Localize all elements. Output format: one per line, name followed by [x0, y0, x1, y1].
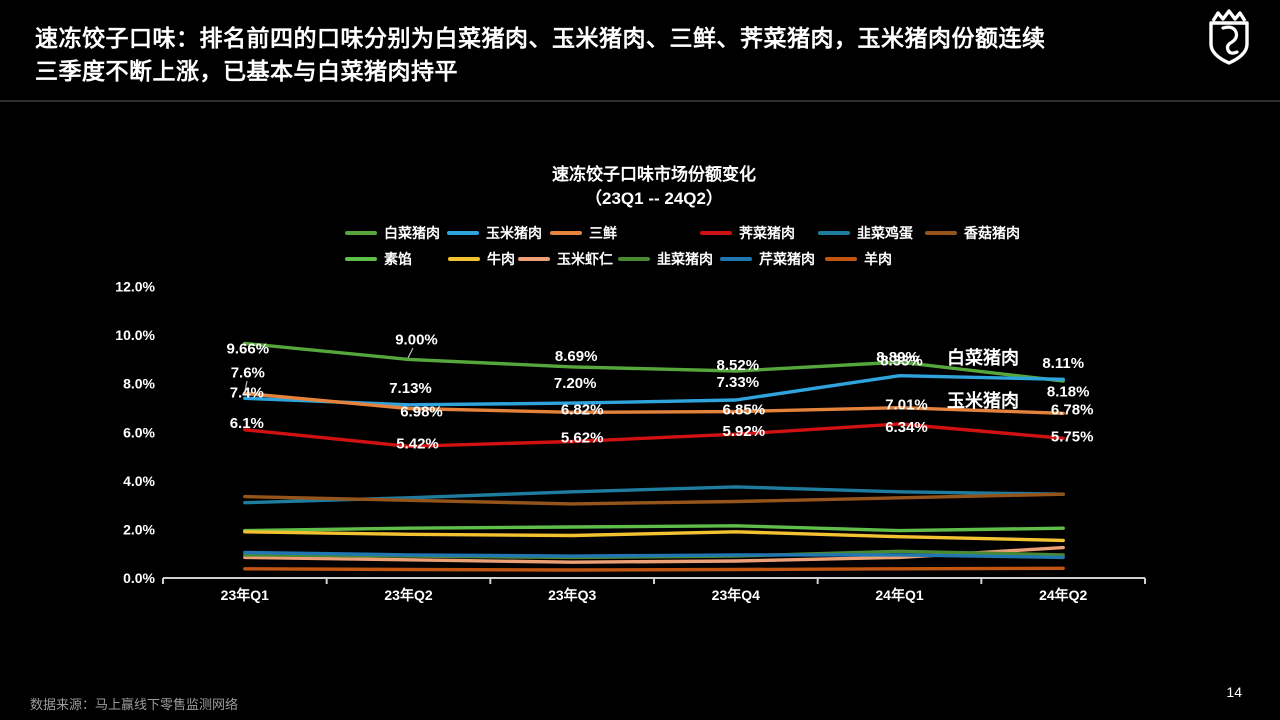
y-axis-tick-label: 8.0% [123, 376, 155, 392]
y-axis-tick-label: 4.0% [123, 473, 155, 489]
legend-label: 韭菜鸡蛋 [857, 225, 913, 241]
x-axis-category-label: 23年Q1 [221, 587, 269, 603]
legend-label: 芹菜猪肉 [759, 251, 815, 267]
x-axis-category-label: 23年Q3 [548, 587, 596, 603]
legend-swatch-icon [818, 231, 850, 235]
slide-title-line1: 速冻饺子口味：排名前四的口味分别为白菜猪肉、玉米猪肉、三鲜、荠菜猪肉，玉米猪肉份… [35, 25, 1046, 51]
legend-swatch-icon [518, 257, 550, 261]
legend-item-韭菜鸡蛋: 韭菜鸡蛋 [818, 224, 913, 242]
y-axis-tick-label: 2.0% [123, 521, 155, 537]
legend-item-牛肉: 牛肉 [448, 250, 515, 268]
label-leader-line [244, 380, 248, 392]
series-line-素馅 [243, 524, 1065, 533]
legend-label: 香菇猪肉 [964, 225, 1020, 241]
data-label-白菜猪肉: 8.69% [555, 348, 598, 365]
data-label-荠菜猪肉: 6.1% [230, 415, 264, 432]
series-line-香菇猪肉 [243, 492, 1065, 506]
series-line-羊肉 [243, 566, 1065, 572]
chart-title: 速冻饺子口味市场份额变化 [552, 165, 756, 184]
legend-item-芹菜猪肉: 芹菜猪肉 [720, 250, 815, 268]
data-label-三鲜: 7.6% [231, 364, 265, 381]
legend-item-玉米猪肉: 玉米猪肉 [447, 224, 542, 242]
data-label-荠菜猪肉: 5.92% [723, 423, 766, 440]
header-divider [0, 100, 1280, 102]
series-line-芹菜猪肉 [243, 550, 1065, 560]
chart-legend: 白菜猪肉 玉米猪肉 三鲜 荠菜猪肉 韭菜鸡蛋 香菇猪肉素馅 牛肉 玉米虾仁 韭菜猪肉 芹菜猪肉 羊肉 [0, 0, 1280, 280]
x-axis-category-label: 23年Q4 [712, 587, 760, 603]
legend-swatch-icon [618, 257, 650, 261]
series-annotation: 白菜猪肉 [947, 347, 1019, 368]
legend-item-素馅: 素馅 [345, 250, 412, 268]
legend-item-羊肉: 羊肉 [825, 250, 892, 268]
legend-item-玉米虾仁: 玉米虾仁 [518, 250, 613, 268]
data-label-荠菜猪肉: 5.75% [1051, 428, 1094, 445]
data-label-三鲜: 7.01% [885, 397, 928, 414]
data-label-白菜猪肉: 8.52% [717, 357, 760, 374]
legend-label: 素馅 [384, 251, 412, 267]
legend-swatch-icon [345, 231, 377, 235]
data-label-三鲜: 6.78% [1051, 401, 1094, 418]
data-label-玉米猪肉: 7.4% [230, 384, 264, 401]
slide-title: 速冻饺子口味：排名前四的口味分别为白菜猪肉、玉米猪肉、三鲜、荠菜猪肉，玉米猪肉份… [35, 22, 1165, 88]
legend-swatch-icon [345, 257, 377, 261]
x-axis-category-label: 24年Q2 [1039, 587, 1087, 603]
series-line-白菜猪肉 [243, 341, 1065, 383]
data-label-玉米猪肉: 7.20% [554, 375, 597, 392]
legend-swatch-icon [448, 257, 480, 261]
data-label-荠菜猪肉: 5.62% [561, 430, 604, 447]
label-leader-line [407, 347, 414, 359]
series-line-三鲜 [243, 391, 1065, 415]
data-label-玉米猪肉: 7.13% [389, 380, 432, 397]
data-label-白菜猪肉: 9.66% [227, 340, 270, 357]
data-label-白菜猪肉: 8.89% [876, 349, 919, 366]
page-number: 14 [1226, 684, 1242, 700]
legend-label: 玉米虾仁 [557, 251, 613, 267]
shield-crown-logo-icon [1209, 9, 1249, 65]
series-line-玉米猪肉 [243, 374, 1065, 407]
data-label-荠菜猪肉: 6.34% [885, 419, 928, 436]
legend-item-香菇猪肉: 香菇猪肉 [925, 224, 1020, 242]
legend-item-三鲜: 三鲜 [550, 224, 617, 242]
legend-label: 韭菜猪肉 [657, 251, 713, 267]
legend-label: 牛肉 [487, 251, 515, 267]
data-label-三鲜: 6.82% [561, 401, 604, 418]
legend-item-韭菜猪肉: 韭菜猪肉 [618, 250, 713, 268]
slide-title-line2: 三季度不断上涨，已基本与白菜猪肉持平 [35, 58, 458, 84]
y-axis-tick-label: 12.0% [115, 279, 155, 295]
legend-swatch-icon [720, 257, 752, 261]
data-label-三鲜: 6.85% [723, 402, 766, 419]
x-axis-category-label: 24年Q1 [875, 587, 923, 603]
legend-swatch-icon [447, 231, 479, 235]
x-axis-category-label: 23年Q2 [384, 587, 432, 603]
series-line-牛肉 [243, 530, 1065, 543]
legend-label: 羊肉 [864, 251, 892, 267]
data-label-白菜猪肉: 9.00% [395, 331, 438, 348]
series-line-荠菜猪肉 [243, 422, 1065, 448]
legend-label: 荠菜猪肉 [739, 225, 795, 241]
legend-label: 玉米猪肉 [486, 225, 542, 241]
data-label-玉米猪肉: 7.33% [717, 374, 760, 391]
y-axis-tick-label: 0.0% [123, 570, 155, 586]
y-axis-tick-label: 6.0% [123, 424, 155, 440]
data-label-荠菜猪肉: 5.42% [396, 435, 439, 452]
legend-label: 白菜猪肉 [384, 225, 440, 241]
legend-item-白菜猪肉: 白菜猪肉 [345, 224, 440, 242]
legend-swatch-icon [825, 257, 857, 261]
legend-item-荠菜猪肉: 荠菜猪肉 [700, 224, 795, 242]
chart-subtitle: （23Q1 -- 24Q2） [585, 189, 723, 208]
legend-label: 三鲜 [589, 225, 617, 241]
data-label-玉米猪肉: 8.33% [880, 353, 923, 370]
data-label-三鲜: 6.98% [400, 404, 443, 421]
data-label-玉米猪肉: 8.18% [1047, 383, 1090, 400]
data-label-白菜猪肉: 8.11% [1042, 355, 1084, 372]
legend-swatch-icon [925, 231, 957, 235]
legend-swatch-icon [700, 231, 732, 235]
y-axis-tick-label: 10.0% [115, 327, 155, 343]
series-annotation: 玉米猪肉 [947, 390, 1019, 411]
data-source-note: 数据来源：马上赢线下零售监测网络 [30, 697, 239, 712]
legend-swatch-icon [550, 231, 582, 235]
